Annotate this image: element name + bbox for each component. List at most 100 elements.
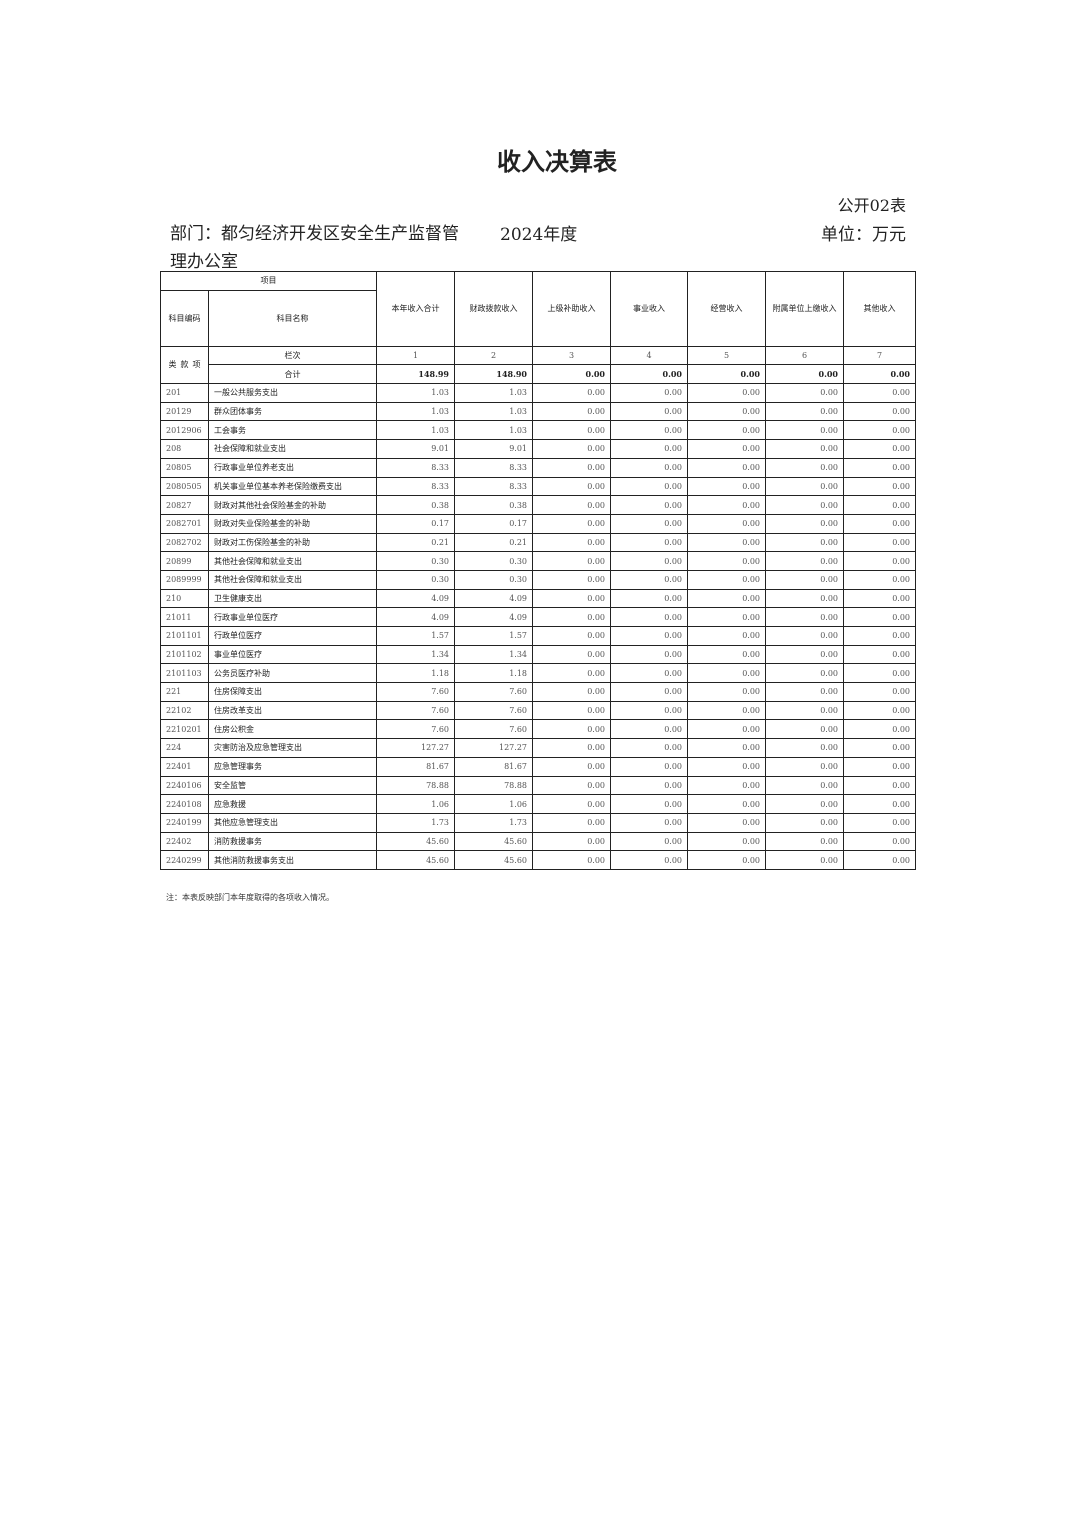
total-income: 0.17 [376, 513, 455, 534]
subject-code: 224 [160, 738, 209, 758]
other-income: 0.00 [687, 551, 766, 571]
subject-name: 财政对其他社会保险基金的补助 [208, 495, 377, 515]
form-number: 公开02表 [837, 196, 906, 215]
subject-name: 卫生健康支出 [208, 588, 377, 609]
total-income: 78.88 [376, 775, 455, 796]
other-income: 0.00 [765, 794, 844, 814]
other-income: 0.00 [532, 644, 611, 665]
table-row: 2082702 财政对工伤保险基金的补助 0.21 0.21 0.00 0.00 0.00 0… [160, 532, 916, 553]
subject-code: 2080505 [160, 476, 209, 497]
other-income: 0.00 [532, 569, 611, 590]
subject-code: 2082702 [160, 532, 209, 553]
other-income: 0.00 [765, 700, 844, 721]
other-income: 0.00 [843, 663, 916, 684]
subject-code: 20129 [160, 401, 209, 422]
subject-code: 20827 [160, 495, 209, 515]
table-row: 22401 应急管理事务 81.67 81.67 0.00 0.00 0.00 0.00 0.0… [160, 756, 916, 777]
table-row: 2101101 行政单位医疗 1.57 1.57 0.00 0.00 0.00 0.00 0.0… [160, 626, 916, 646]
table-row: 2240106 安全监管 78.88 78.88 0.00 0.00 0.00 0.00 0.0… [160, 775, 916, 796]
total-income: 1.06 [376, 794, 455, 814]
total-income: 0.30 [376, 569, 455, 590]
table-row: 22102 住房改革支出 7.60 7.60 0.00 0.00 0.00 0.00 0.00 [160, 700, 916, 721]
subject-code: 22102 [160, 700, 209, 721]
other-income: 0.00 [765, 850, 844, 870]
other-income: 0.00 [610, 607, 688, 627]
header-lanci: 栏次 [208, 345, 377, 366]
subject-code: 22402 [160, 831, 209, 852]
column-number: 4 [610, 345, 688, 366]
column-number: 2 [454, 345, 533, 366]
subject-code: 2240108 [160, 794, 209, 814]
table-row: 20827 财政对其他社会保险基金的补助 0.38 0.38 0.00 0.00 0.00 0… [160, 495, 916, 515]
subject-code: 21011 [160, 607, 209, 627]
other-income: 0.00 [843, 439, 916, 459]
subject-name: 财政对失业保险基金的补助 [208, 513, 377, 534]
total-income: 7.60 [376, 719, 455, 740]
other-income: 0.00 [687, 831, 766, 852]
subject-code: 20899 [160, 551, 209, 571]
other-income: 0.00 [687, 775, 766, 796]
header-lei-kuan-xiang: 类款项 [160, 345, 209, 385]
fiscal-income: 1.73 [454, 812, 533, 833]
other-income: 0.00 [532, 756, 611, 777]
table-row: 2080505 机关事业单位基本养老保险缴费支出 8.33 8.33 0.00 0.00 0… [160, 476, 916, 497]
total-income: 9.01 [376, 439, 455, 459]
other-income: 0.00 [765, 569, 844, 590]
other-income: 0.00 [687, 663, 766, 684]
fiscal-income: 1.06 [454, 794, 533, 814]
other-income: 0.00 [610, 439, 688, 459]
fiscal-income: 0.21 [454, 532, 533, 553]
subject-name: 群众团体事务 [208, 401, 377, 422]
fiscal-income: 9.01 [454, 439, 533, 459]
other-income: 0.00 [610, 532, 688, 553]
table-row: 224 灾害防治及应急管理支出 127.27 127.27 0.00 0.00 0.00 0.… [160, 738, 916, 758]
other-income: 0.00 [765, 607, 844, 627]
fiscal-income: 1.03 [454, 401, 533, 422]
total-income: 45.60 [376, 850, 455, 870]
table-note: 注：本表反映部门本年度取得的各项收入情况。 [166, 893, 334, 902]
other-income: 0.00 [532, 513, 611, 534]
other-income: 0.00 [687, 626, 766, 646]
other-income: 0.00 [843, 831, 916, 852]
subject-name: 一般公共服务支出 [208, 383, 377, 403]
header-item: 项目 [160, 271, 377, 291]
fiscal-income: 78.88 [454, 775, 533, 796]
total-income: 4.09 [376, 588, 455, 609]
subject-name: 住房公积金 [208, 719, 377, 740]
other-income: 0.00 [610, 644, 688, 665]
other-income: 0.00 [843, 700, 916, 721]
other-income: 0.00 [765, 551, 844, 571]
fiscal-income: 8.33 [454, 457, 533, 478]
other-income: 0.00 [843, 420, 916, 441]
other-income: 0.00 [610, 775, 688, 796]
other-income: 0.00 [532, 607, 611, 627]
header-name: 科目名称 [208, 289, 377, 347]
fiscal-year: 2024年度 [500, 225, 578, 245]
total-value: 148.90 [454, 364, 533, 385]
total-income: 1.57 [376, 626, 455, 646]
other-income: 0.00 [765, 756, 844, 777]
other-income: 0.00 [687, 457, 766, 478]
subject-name: 其他应急管理支出 [208, 812, 377, 833]
other-income: 0.00 [610, 513, 688, 534]
subject-name: 其他社会保障和就业支出 [208, 551, 377, 571]
other-income: 0.00 [687, 738, 766, 758]
table-row: 2240299 其他消防救援事务支出 45.60 45.60 0.00 0.00 0.00 0… [160, 850, 916, 870]
table-row: 2012906 工会事务 1.03 1.03 0.00 0.00 0.00 0.00 0.00 [160, 420, 916, 441]
other-income: 0.00 [610, 831, 688, 852]
other-income: 0.00 [765, 588, 844, 609]
other-income: 0.00 [532, 420, 611, 441]
total-income: 1.03 [376, 383, 455, 403]
fiscal-income: 1.34 [454, 644, 533, 665]
other-income: 0.00 [765, 383, 844, 403]
other-income: 0.00 [843, 644, 916, 665]
subject-code: 221 [160, 682, 209, 702]
other-income: 0.00 [843, 812, 916, 833]
other-income: 0.00 [532, 682, 611, 702]
subject-name: 其他社会保障和就业支出 [208, 569, 377, 590]
table-row: 20899 其他社会保障和就业支出 0.30 0.30 0.00 0.00 0.00 0.00… [160, 551, 916, 571]
fiscal-income: 4.09 [454, 607, 533, 627]
other-income: 0.00 [687, 607, 766, 627]
other-income: 0.00 [610, 383, 688, 403]
